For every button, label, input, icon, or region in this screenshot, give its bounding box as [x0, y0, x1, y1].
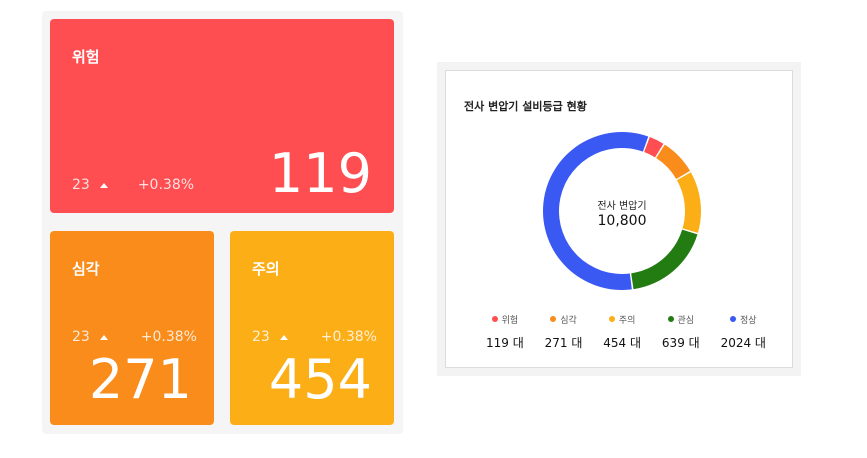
legend-item[interactable]: 정상 2024 대 [721, 313, 766, 351]
legend-value: 271 대 [544, 336, 583, 350]
donut-chart [543, 131, 701, 290]
legend-value: 639 대 [661, 336, 700, 350]
serious-card-meta: 23 +0.38% [72, 329, 197, 345]
chart-title: 전사 변압기 설비등급 현황 [464, 100, 587, 113]
danger-card[interactable]: 위험 23 +0.38% 119 [50, 19, 394, 213]
triangle-up-icon [279, 334, 288, 340]
serious-card-change: +0.38% [140, 329, 197, 345]
legend-value: 454 대 [603, 336, 642, 350]
danger-card-meta: 23 +0.38% [72, 177, 222, 193]
serious-card[interactable]: 심각 23 +0.38% 271 [50, 231, 214, 425]
legend-item[interactable]: 주의 454 대 [603, 313, 641, 351]
legend-category: 관심 [677, 315, 695, 326]
caution-card-meta: 23 +0.38% [252, 329, 377, 345]
legend-label: 정상 [729, 313, 757, 326]
chart-legend: 위험 119 대 심각 271 대 주의 454 대 관심 639 대 정상 2024 대 [486, 313, 766, 351]
serious-card-value: 271 [88, 348, 192, 411]
legend-value: 119 대 [486, 336, 524, 350]
legend-dot-icon [667, 316, 674, 322]
caution-card-value: 454 [268, 348, 372, 411]
caution-card[interactable]: 주의 23 +0.38% 454 [230, 231, 394, 425]
chart-card: 전사 변압기 설비등급 현황 전사 변압기 10,800 위험 119 대 심각 27… [445, 70, 793, 368]
legend-dot-icon [491, 316, 498, 322]
danger-card-count: 23 [72, 177, 90, 193]
danger-card-title: 위험 [72, 48, 100, 66]
legend-category: 주의 [618, 315, 636, 326]
donut-center-label: 전사 변압기 [597, 201, 647, 212]
legend-category: 위험 [501, 315, 519, 326]
triangle-up-icon [99, 334, 108, 340]
legend-dot-icon [550, 316, 557, 322]
legend-category: 정상 [739, 315, 757, 326]
caution-card-title: 주의 [252, 260, 280, 278]
legend-item[interactable]: 위험 119 대 [486, 313, 524, 351]
caution-card-change: +0.38% [320, 329, 377, 345]
chart-panel: 전사 변압기 설비등급 현황 전사 변압기 10,800 위험 119 대 심각 27… [437, 62, 801, 376]
legend-label: 관심 [667, 313, 695, 326]
donut-slice-3[interactable] [631, 229, 698, 290]
legend-label: 위험 [491, 313, 519, 326]
donut-slice-1[interactable] [656, 144, 691, 179]
legend-category: 심각 [560, 315, 577, 326]
legend-dot-icon [729, 316, 736, 322]
donut-center-value: 10,800 [597, 213, 647, 229]
legend-dot-icon [608, 316, 615, 322]
triangle-up-icon [99, 182, 108, 188]
legend-item[interactable]: 심각 271 대 [545, 313, 583, 351]
serious-card-count: 23 [72, 329, 90, 345]
donut-slice-0[interactable] [644, 137, 664, 158]
caution-card-count: 23 [252, 329, 270, 345]
donut-slice-4[interactable] [543, 131, 649, 290]
grade-cards-panel: 위험 23 +0.38% 119 심각 23 +0.38% 271 주의 23 … [42, 11, 403, 434]
legend-label: 주의 [608, 313, 636, 326]
danger-card-change: +0.38% [137, 177, 195, 193]
legend-item[interactable]: 관심 639 대 [662, 313, 700, 351]
donut-slice-2[interactable] [676, 172, 701, 233]
danger-card-value: 119 [268, 142, 372, 205]
serious-card-title: 심각 [72, 260, 100, 278]
legend-label: 심각 [550, 313, 577, 326]
legend-value: 2024 대 [720, 336, 766, 350]
